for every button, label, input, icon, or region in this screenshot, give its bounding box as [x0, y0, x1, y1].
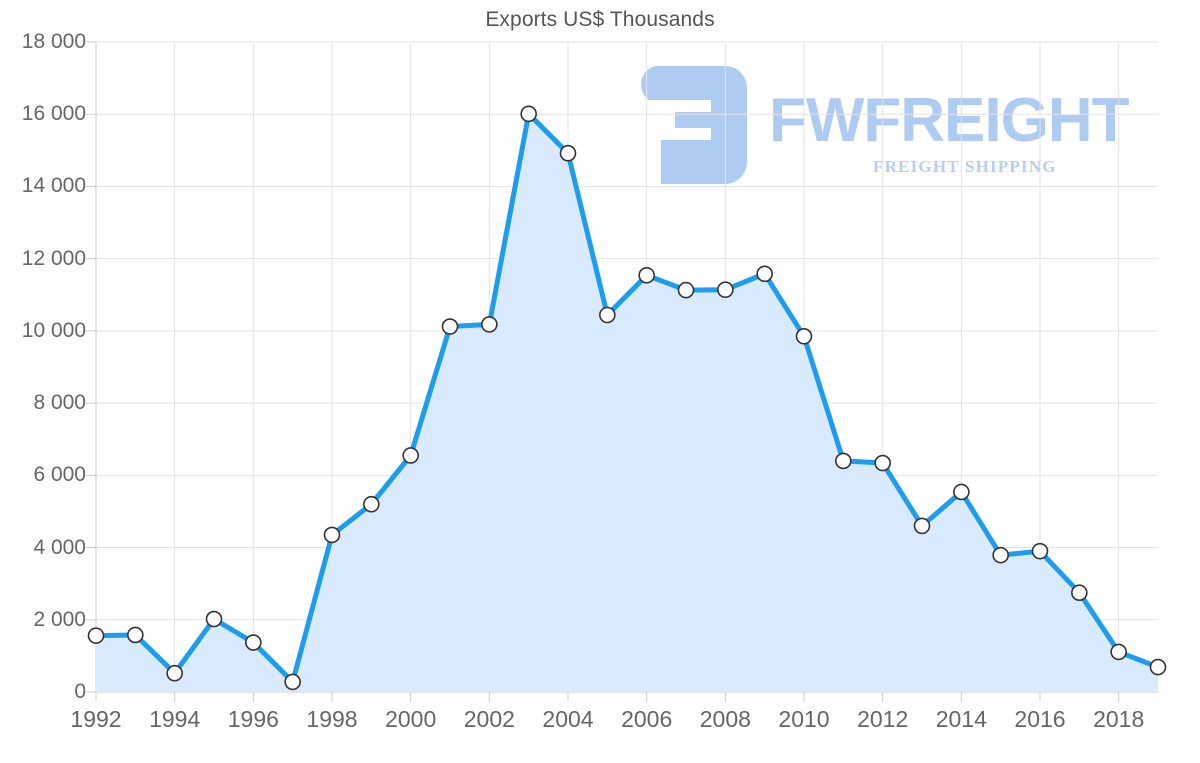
- y-axis-tick-label: 8 000: [33, 391, 86, 415]
- x-axis-tick-label: 2000: [385, 706, 437, 732]
- x-axis-tick-label: 1998: [306, 706, 358, 732]
- x-axis-tick-label: 2012: [857, 706, 909, 732]
- data-point-marker: [795, 328, 813, 345]
- chart-title: Exports US$ Thousands: [485, 8, 715, 31]
- data-point-marker: [559, 144, 577, 162]
- data-point-marker: [677, 281, 695, 299]
- data-point-marker: [953, 483, 970, 501]
- data-point-marker: [205, 610, 223, 628]
- x-axis-tick-label: 1996: [227, 706, 279, 732]
- y-axis-labels: 18 000 16 000 14 000 12 000 10 000 8 000 6 000…: [0, 0, 86, 763]
- x-axis-tick-label: 2008: [699, 706, 751, 732]
- x-axis-tick-label: 1992: [70, 706, 122, 732]
- data-point-marker: [1071, 584, 1088, 601]
- data-point-marker: [1149, 658, 1167, 676]
- x-axis-tick-label: 2010: [778, 706, 830, 732]
- x-axis-tick-label: 2016: [1014, 706, 1066, 732]
- data-point-marker: [284, 673, 301, 691]
- data-point-marker: [756, 265, 773, 283]
- x-axis-tick-label: 2018: [1093, 706, 1145, 732]
- x-axis-tick-label: 2004: [542, 706, 594, 732]
- data-point-marker: [717, 281, 734, 299]
- y-axis-tick-label: 14 000: [21, 174, 86, 198]
- data-point-marker: [992, 546, 1009, 564]
- data-point-marker: [87, 627, 105, 644]
- y-axis-tick-label: 2 000: [33, 607, 86, 631]
- data-point-marker: [913, 517, 931, 535]
- x-axis-tick-label: 2014: [935, 706, 987, 732]
- y-axis-tick-label: 0: [74, 680, 86, 703]
- data-point-marker: [1031, 542, 1049, 560]
- data-point-marker: [1110, 643, 1127, 661]
- data-point-marker: [638, 266, 655, 284]
- y-axis-tick-label: 12 000: [21, 246, 86, 270]
- data-point-marker: [363, 495, 380, 513]
- y-axis-tick-label: 18 000: [21, 30, 86, 53]
- data-point-marker: [874, 454, 891, 472]
- x-axis-tick-label: 1994: [149, 706, 201, 732]
- x-axis-tick-label: 2002: [463, 706, 515, 732]
- series-area-fill: [96, 113, 1158, 693]
- tick-marks: [86, 41, 1120, 702]
- data-point-marker: [323, 526, 341, 544]
- y-axis-tick-label: 16 000: [21, 102, 86, 126]
- y-axis-tick-label: 6 000: [33, 463, 86, 487]
- data-point-marker: [481, 316, 498, 333]
- data-point-marker: [127, 626, 144, 644]
- data-point-marker: [402, 447, 419, 464]
- data-point-marker: [245, 634, 262, 651]
- data-point-marker: [520, 105, 537, 123]
- y-axis-tick-label: 10 000: [21, 318, 86, 342]
- series-line: [93, 111, 1161, 685]
- data-point-marker: [835, 452, 852, 470]
- data-point-marker: [166, 664, 183, 682]
- data-point-marker: [441, 318, 459, 335]
- x-axis-tick-label: 2006: [621, 706, 673, 732]
- data-point-marker: [599, 306, 616, 324]
- series-markers: [87, 105, 1167, 691]
- y-axis-tick-label: 4 000: [33, 535, 86, 559]
